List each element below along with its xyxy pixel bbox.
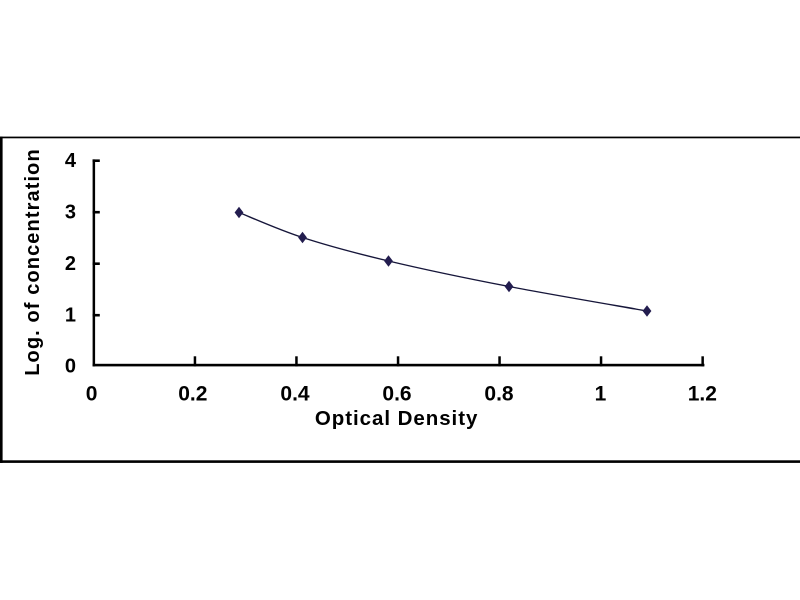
svg-text:Optical Density: Optical Density [315,407,479,430]
svg-text:4: 4 [65,150,77,172]
svg-text:0.4: 0.4 [280,383,310,406]
svg-text:0.8: 0.8 [484,383,514,406]
svg-text:0: 0 [65,356,76,378]
svg-text:1.2: 1.2 [688,383,717,406]
svg-text:0: 0 [86,383,98,406]
svg-text:2: 2 [65,253,76,275]
svg-text:3: 3 [65,201,76,223]
svg-text:Log. of concentration: Log. of concentration [22,148,44,376]
svg-text:1: 1 [65,304,76,326]
svg-text:0.2: 0.2 [178,383,207,406]
svg-text:1: 1 [595,383,607,406]
svg-text:0.6: 0.6 [382,383,411,406]
